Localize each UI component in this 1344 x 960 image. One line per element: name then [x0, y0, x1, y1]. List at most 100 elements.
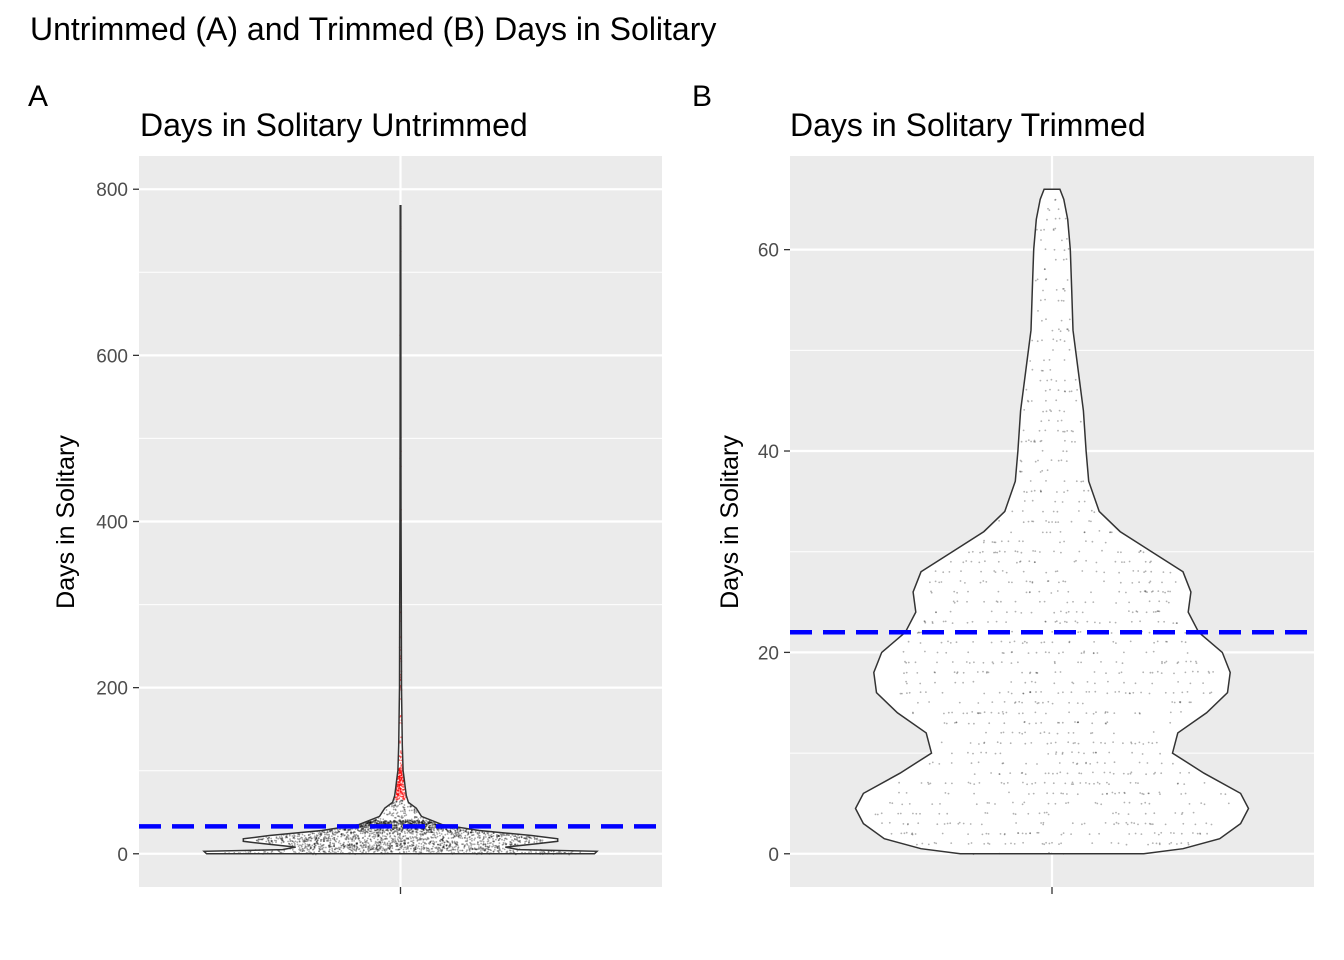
- panel-b-data-point: [916, 672, 919, 674]
- panel-b-data-point: [990, 772, 992, 774]
- panel-a-data-point: [401, 829, 404, 831]
- panel-b-data-point: [1043, 781, 1046, 784]
- panel-b-data-point: [1001, 711, 1004, 713]
- panel-b-data-point: [1065, 258, 1068, 260]
- panel-a-data-point: [413, 820, 416, 822]
- panel-b-data-point: [1144, 570, 1147, 573]
- panel-b-data-point: [944, 792, 947, 794]
- panel-a-data-point: [430, 828, 433, 831]
- panel-a-data-point: [267, 839, 270, 842]
- panel-b-data-point: [1088, 691, 1091, 693]
- panel-a-data-point: [395, 820, 397, 823]
- panel-b-data-point: [1092, 712, 1095, 715]
- panel-b-data-point: [953, 590, 956, 593]
- panel-a-data-point: [437, 846, 440, 849]
- panel-b-data-point: [990, 610, 993, 613]
- panel-a-data-point: [395, 800, 398, 803]
- panel-a-data-point: [425, 843, 428, 845]
- panel-b-data-point: [1018, 712, 1020, 715]
- panel-a-data-point: [371, 845, 374, 848]
- panel-a-data-point: [455, 843, 458, 845]
- panel-a-data-point: [447, 841, 450, 844]
- panel-a-data-point: [410, 829, 412, 831]
- panel-a-data-point: [344, 829, 347, 831]
- panel-a-data-point: [390, 830, 393, 832]
- panel-b-data-point: [1025, 762, 1027, 765]
- panel-a-data-point: [261, 838, 264, 841]
- panel-a-data-point: [355, 849, 357, 851]
- panel-b-data-point: [1029, 691, 1032, 693]
- panel-a-data-point: [359, 832, 362, 835]
- panel-b-data-point: [1001, 652, 1004, 654]
- panel-a-data-point: [391, 839, 393, 842]
- panel-a-data-point: [328, 850, 331, 853]
- panel-a-data-point: [427, 829, 430, 831]
- panel-a-data-point: [392, 828, 394, 831]
- panel-b-data-point: [1044, 298, 1046, 301]
- panel-b-data-point: [1075, 399, 1078, 402]
- panel-a-data-point: [356, 846, 359, 848]
- panel-a-data-point: [539, 840, 542, 843]
- panel-a-data-point: [458, 834, 461, 836]
- panel-b-data-point: [938, 581, 941, 584]
- panel-b-data-point: [1062, 258, 1065, 261]
- panel-b-data-point: [1064, 379, 1066, 382]
- panel-b-data-point: [1092, 771, 1094, 774]
- panel-a-data-point: [433, 823, 436, 826]
- panel-a-data-point: [463, 845, 466, 848]
- panel-b-data-point: [1032, 550, 1034, 552]
- panel-b-data-point: [1138, 761, 1141, 764]
- panel-a-data-point: [296, 835, 299, 838]
- panel-a-data-point: [478, 832, 481, 835]
- panel-a-data-point: [292, 837, 295, 839]
- panel-b-data-point: [1076, 762, 1079, 765]
- panel-a-data-point: [315, 835, 318, 838]
- panel-a-data-point: [337, 830, 340, 833]
- panel-b-data-point: [933, 841, 936, 844]
- panel-a-data-point: [386, 837, 388, 840]
- panel-a-data-point: [358, 830, 361, 832]
- panel-b-data-point: [1059, 622, 1061, 624]
- panel-b-data-point: [898, 791, 900, 794]
- panel-a-data-point: [456, 848, 459, 851]
- panel-a-data-point: [369, 822, 372, 824]
- panel-a-data-point: [364, 832, 366, 835]
- panel-a-data-point: [450, 837, 453, 839]
- panel-b-data-point: [1061, 239, 1063, 242]
- panel-b-data-point: [1039, 600, 1041, 603]
- panel-b-data-point: [985, 672, 988, 674]
- panel-a-data-point: [476, 836, 479, 839]
- panel-a-data-point: [466, 840, 468, 843]
- panel-a-data-point: [482, 842, 485, 845]
- panel-b-data-point: [1060, 610, 1062, 613]
- panel-a-data-point: [530, 837, 533, 840]
- panel-a-data-point: [328, 844, 330, 847]
- panel-a-data-point: [367, 842, 370, 845]
- panel-b-data-point: [920, 631, 922, 634]
- panel-a-data-point: [466, 842, 468, 845]
- panel-a-data-point: [484, 843, 487, 846]
- panel-a-violin: [202, 205, 599, 856]
- panel-a-data-point: [496, 847, 499, 850]
- panel-b-data-point: [1123, 651, 1125, 654]
- panel-a-data-point: [352, 835, 354, 838]
- panel-b-data-point: [998, 691, 1001, 694]
- panel-a-data-point: [318, 850, 321, 853]
- panel-a-data-point: [450, 851, 453, 854]
- panel-b-data-point: [1059, 338, 1062, 341]
- panel-b-data-point: [1056, 590, 1059, 592]
- panel-b-data-point: [1061, 501, 1064, 503]
- panel-a-data-point: [409, 822, 411, 825]
- panel-a-data-point: [325, 846, 327, 849]
- panel-a-data-point: [294, 840, 297, 843]
- panel-a-data-point: [304, 840, 306, 842]
- panel-a-data-point: [329, 830, 332, 833]
- panel-a-data-point: [382, 818, 385, 821]
- panel-a-data-point: [322, 850, 325, 853]
- panel-a-data-point: [433, 829, 436, 832]
- panel-a-data-point: [425, 823, 428, 826]
- panel-b-data-point: [1068, 390, 1071, 393]
- panel-b-data-point: [1000, 600, 1002, 603]
- panel-a-data-point: [377, 834, 379, 837]
- panel-b-data-point: [965, 560, 968, 562]
